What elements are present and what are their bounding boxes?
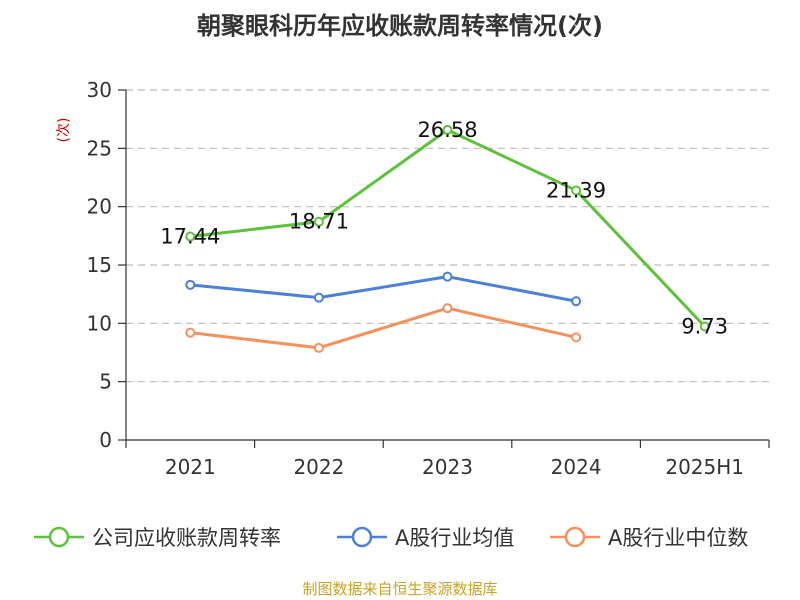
x-tick-label: 2022 — [293, 455, 344, 479]
source-footer: 制图数据来自恒生聚源数据库 — [302, 580, 498, 598]
data-point — [313, 342, 324, 353]
data-label: 18.71 — [289, 210, 349, 234]
data-label: 26.58 — [417, 118, 477, 142]
y-tick-label: 10 — [87, 311, 112, 335]
legend-item[interactable]: 公司应收账款周转率 — [32, 520, 281, 554]
y-tick-label: 20 — [87, 195, 112, 219]
x-tick-label: 2021 — [165, 455, 216, 479]
series-line — [190, 306, 577, 350]
series-line — [190, 275, 577, 303]
data-labels: 17.44 18.71 26.58 21.39 9.73 — [160, 118, 728, 339]
chart-title: 朝聚眼科历年应收账款周转率情况(次) — [197, 12, 603, 40]
legend-swatch-icon — [337, 526, 387, 548]
data-point — [571, 332, 582, 343]
x-tick-label: 2023 — [422, 455, 473, 479]
data-label: 17.44 — [160, 225, 220, 249]
legend-label: A股行业均值 — [395, 526, 515, 550]
x-tick-label: 2024 — [551, 455, 602, 479]
y-tick-label: 15 — [87, 253, 112, 277]
y-tick-label: 25 — [87, 136, 112, 160]
data-point — [442, 303, 453, 314]
series-points — [185, 124, 710, 353]
data-point — [571, 185, 582, 196]
data-point — [185, 231, 196, 242]
data-label: 9.73 — [681, 314, 728, 338]
data-point — [571, 296, 582, 307]
legend-swatch-icon — [550, 526, 600, 548]
data-point — [442, 124, 453, 135]
y-tick-label: 0 — [99, 428, 112, 452]
data-point — [699, 321, 710, 332]
y-tick-label: 5 — [99, 370, 112, 394]
legend: 公司应收账款周转率 A股行业均值 A股行业中位数 — [0, 520, 800, 554]
legend-item[interactable]: A股行业中位数 — [548, 520, 748, 554]
data-label: 21.39 — [546, 178, 606, 202]
legend-item[interactable]: A股行业均值 — [335, 520, 514, 554]
x-tick-label: 2025H1 — [665, 455, 744, 479]
series-line — [190, 128, 706, 328]
legend-label: 公司应收账款周转率 — [92, 526, 281, 550]
data-point — [185, 327, 196, 338]
data-point — [442, 271, 453, 282]
legend-label: A股行业中位数 — [608, 526, 749, 550]
data-point — [313, 216, 324, 227]
series-lines — [190, 128, 706, 350]
y-tick-label: 30 — [87, 78, 112, 102]
data-point — [313, 292, 324, 303]
axes: 0 5 10 15 20 25 30 2021 2022 2023 2024 2025H1 — [87, 78, 770, 479]
data-point — [185, 279, 196, 290]
legend-swatch-icon — [34, 526, 84, 548]
